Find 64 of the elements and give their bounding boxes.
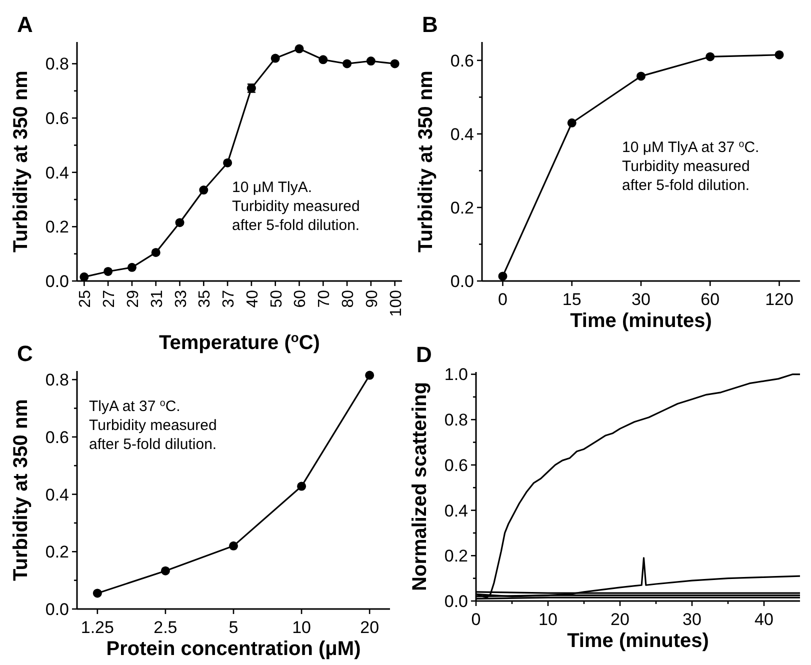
x-tick-label: 29 xyxy=(124,290,142,308)
x-tick-label: 0 xyxy=(498,290,508,309)
x-tick-label: 15 xyxy=(562,290,582,309)
x-tick-label: 0 xyxy=(471,610,481,629)
y-tick-label: 1.0 xyxy=(444,365,468,384)
x-tick-label: 120 xyxy=(765,290,794,309)
y-tick-label: 0.4 xyxy=(450,124,474,144)
y-tick-label: 0.8 xyxy=(444,410,468,430)
y-tick-label: 0.2 xyxy=(444,546,468,566)
y-axis-title: Turbidity at 350 nm xyxy=(415,70,437,252)
y-axis-title: Normalized scattering xyxy=(409,382,431,591)
chart-title: A xyxy=(17,12,33,37)
x-tick-label: 20 xyxy=(360,618,380,637)
y-tick-label: 0.4 xyxy=(444,501,468,520)
x-tick-label: 40 xyxy=(244,290,262,308)
x-tick-label: 5 xyxy=(228,618,238,637)
y-tick-label: 0.0 xyxy=(45,272,69,291)
x-tick-label: 10 xyxy=(292,618,312,637)
annotation: TlyA at 37 $^{o}$C. Turbidity measured after 5-fold dilution. xyxy=(89,398,217,453)
y-tick-label: 0.6 xyxy=(450,51,474,70)
y-axis-title: Turbidity at 350 nm xyxy=(10,399,32,581)
y-tick-label: 0.2 xyxy=(450,198,474,218)
x-tick-label: 30 xyxy=(682,610,702,629)
y-tick-label: 0.6 xyxy=(45,428,69,447)
x-axis-title: Time (minutes) xyxy=(567,630,709,652)
y-tick-label: 0.8 xyxy=(45,54,69,74)
x-tick-label: 30 xyxy=(632,290,650,309)
y-tick-label: 0.6 xyxy=(45,108,69,128)
x-axis-title: Protein concentration (μM) xyxy=(106,638,361,660)
chart-title: B xyxy=(422,12,438,37)
x-tick-label: 90 xyxy=(364,290,381,308)
x-tick-label: 100 xyxy=(388,290,405,317)
x-tick-label: 33 xyxy=(172,290,190,308)
x-axis-title: Time (minutes) xyxy=(570,310,712,332)
x-tick-label: 50 xyxy=(268,290,286,308)
annotation: 10 μM TlyA at 37 $^{o}$C. Turbidity measured after 5-fold dilution. xyxy=(622,138,760,194)
annotation: 10 μM TlyA. Turbidity measured after 5-fold dilution. xyxy=(232,179,360,234)
x-tick-label: 25 xyxy=(77,290,94,308)
x-tick-label: 60 xyxy=(700,290,720,309)
x-tick-label: 60 xyxy=(292,290,310,308)
y-tick-label: 0.4 xyxy=(45,485,69,504)
y-tick-label: 0.8 xyxy=(45,370,69,390)
y-tick-label: 0.0 xyxy=(45,600,69,619)
x-tick-label: 80 xyxy=(340,290,358,308)
y-axis-title: Turbidity at 350 nm xyxy=(10,70,32,252)
x-tick-label: 70 xyxy=(316,290,334,308)
x-tick-label: 10 xyxy=(538,610,558,629)
y-tick-label: 0.0 xyxy=(450,272,474,291)
y-tick-label: 0.4 xyxy=(45,163,69,182)
y-tick-label: 0.6 xyxy=(444,456,468,475)
x-tick-label: 31 xyxy=(148,290,166,308)
y-tick-label: 0.2 xyxy=(45,542,69,562)
x-tick-label: 40 xyxy=(754,610,774,629)
chart-title: C xyxy=(17,341,33,366)
x-tick-label: 1.25 xyxy=(80,618,114,637)
y-tick-label: 0.0 xyxy=(444,592,468,611)
x-tick-label: 20 xyxy=(610,610,630,629)
x-tick-label: 27 xyxy=(101,290,118,308)
x-axis-title: Temperature ($^{o}$C) xyxy=(159,330,320,354)
x-tick-label: 35 xyxy=(196,290,214,308)
x-tick-label: 2.5 xyxy=(154,618,178,637)
chart-title: D xyxy=(416,342,432,367)
y-tick-label: 0.2 xyxy=(45,218,69,237)
x-tick-label: 37 xyxy=(220,290,238,308)
